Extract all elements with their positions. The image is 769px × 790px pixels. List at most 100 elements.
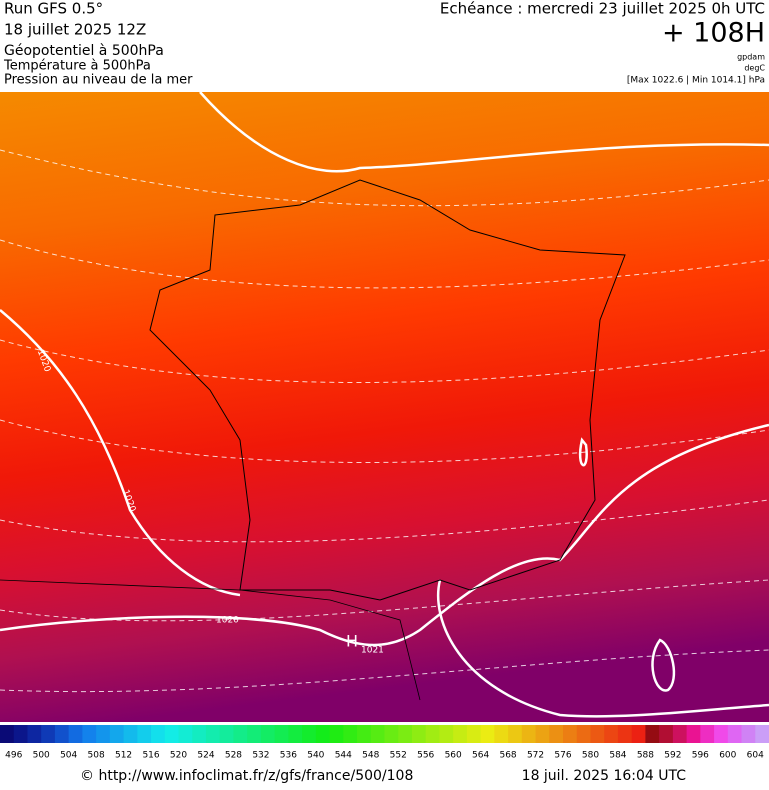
isobar-label: 1020	[216, 616, 239, 626]
colorbar-swatch	[494, 725, 509, 743]
colorbar-label: 600	[719, 751, 736, 761]
colorbar-swatch	[27, 725, 42, 743]
colorbar-swatch	[192, 725, 207, 743]
colorbar-swatch	[755, 725, 769, 743]
run-date: 18 juillet 2025 12Z	[4, 21, 146, 39]
colorbar-label: 544	[335, 751, 352, 761]
colorbar-label: 604	[747, 751, 764, 761]
temperature-field	[0, 92, 769, 722]
colorbar-swatch	[164, 725, 180, 743]
lead-time: + 108H	[662, 18, 765, 49]
colorbar-swatch	[343, 725, 358, 743]
colorbar-label: 540	[307, 751, 324, 761]
colorbar-swatch	[137, 725, 152, 743]
colorbar-label: 592	[664, 751, 681, 761]
colorbar-swatch	[439, 725, 454, 743]
colorbar-label: 532	[252, 751, 269, 761]
colorbar-swatch	[411, 725, 427, 743]
coastline	[0, 579, 421, 701]
colorbar-label: 572	[527, 751, 544, 761]
colorbar-swatch	[151, 725, 166, 743]
colorbar-swatch	[357, 725, 372, 743]
colorbar-swatch	[13, 725, 28, 743]
colorbar-label: 512	[115, 751, 132, 761]
colorbar-swatch	[453, 725, 468, 743]
run-title: Run GFS 0.5°	[4, 0, 103, 18]
colorbar-swatch	[535, 725, 550, 743]
colorbar-swatch	[247, 725, 262, 743]
colorbar-swatch	[274, 725, 289, 743]
colorbar-label: 588	[637, 751, 654, 761]
unit: gpdam	[737, 53, 765, 62]
colorbar-swatch	[302, 725, 317, 743]
colorbar-label: 516	[142, 751, 159, 761]
colorbar-label: 504	[60, 751, 77, 761]
colorbar-swatch	[700, 725, 715, 743]
colorbar-swatch	[549, 725, 564, 743]
france-outline	[149, 179, 626, 601]
colorbar-label: 508	[88, 751, 105, 761]
colorbar-label: 496	[5, 751, 22, 761]
colorbar-swatch	[672, 725, 688, 743]
colorbar-label: 528	[225, 751, 242, 761]
colorbar-swatch	[0, 725, 15, 743]
colorbar: 496 500 504 508 512 516 520 524 528 532 536 540 544 5…	[0, 725, 769, 761]
colorbar-label: 576	[554, 751, 571, 761]
colorbar-swatch	[590, 725, 605, 743]
isobars	[0, 91, 769, 718]
unit: [Max 1022.6 | Min 1014.1] hPa	[627, 76, 765, 86]
colorbar-swatch	[617, 725, 633, 743]
colorbar-swatch	[41, 725, 56, 743]
colorbar-swatch	[96, 725, 111, 743]
colorbar-swatch	[521, 725, 537, 743]
colorbar-label: 580	[582, 751, 599, 761]
colorbar-label: 536	[280, 751, 297, 761]
high-pressure-value: 1021	[361, 646, 384, 656]
colorbar-swatch	[260, 725, 276, 743]
colorbar-swatch	[645, 725, 660, 743]
colorbar-swatch	[714, 725, 729, 743]
colorbar-swatch	[82, 725, 97, 743]
unit: degC	[744, 64, 765, 73]
colorbar-swatch	[384, 725, 399, 743]
colorbar-swatch	[563, 725, 578, 743]
colorbar-swatch	[315, 725, 331, 743]
colorbar-label: 552	[390, 751, 407, 761]
colorbar-swatch	[178, 725, 193, 743]
colorbar-swatch	[659, 725, 674, 743]
colorbar-label: 584	[609, 751, 626, 761]
geopotential-contours	[0, 149, 769, 693]
high-pressure-marker: H	[346, 632, 358, 651]
colorbar-swatch	[480, 725, 495, 743]
colorbar-swatch	[631, 725, 646, 743]
colorbar-label: 596	[692, 751, 709, 761]
field-label: Température à 500hPa	[3, 59, 151, 74]
timestamp: 18 juil. 2025 16:04 UTC	[522, 768, 687, 784]
colorbar-swatch	[466, 725, 482, 743]
colorbar-swatch	[508, 725, 523, 743]
colorbar-swatch	[123, 725, 138, 743]
colorbar-swatch	[219, 725, 234, 743]
colorbar-swatch	[741, 725, 756, 743]
colorbar-swatch	[727, 725, 743, 743]
colorbar-swatch	[398, 725, 413, 743]
colorbar-swatch	[370, 725, 385, 743]
source-link: © http://www.infoclimat.fr/z/gfs/france/…	[80, 768, 413, 784]
colorbar-swatch	[54, 725, 70, 743]
colorbar-label: 560	[445, 751, 462, 761]
colorbar-label: 520	[170, 751, 187, 761]
colorbar-label: 556	[417, 751, 434, 761]
colorbar-swatch	[288, 725, 303, 743]
colorbar-label: 548	[362, 751, 379, 761]
colorbar-swatch	[109, 725, 125, 743]
colorbar-label: 524	[197, 751, 214, 761]
field-label: Géopotentiel à 500hPa	[4, 43, 164, 59]
colorbar-swatch	[233, 725, 248, 743]
field-label: Pression au niveau de la mer	[4, 73, 193, 88]
colorbar-swatch	[425, 725, 440, 743]
colorbar-swatch	[604, 725, 619, 743]
colorbar-swatch	[576, 725, 591, 743]
colorbar-label: 500	[33, 751, 50, 761]
colorbar-swatch	[205, 725, 221, 743]
